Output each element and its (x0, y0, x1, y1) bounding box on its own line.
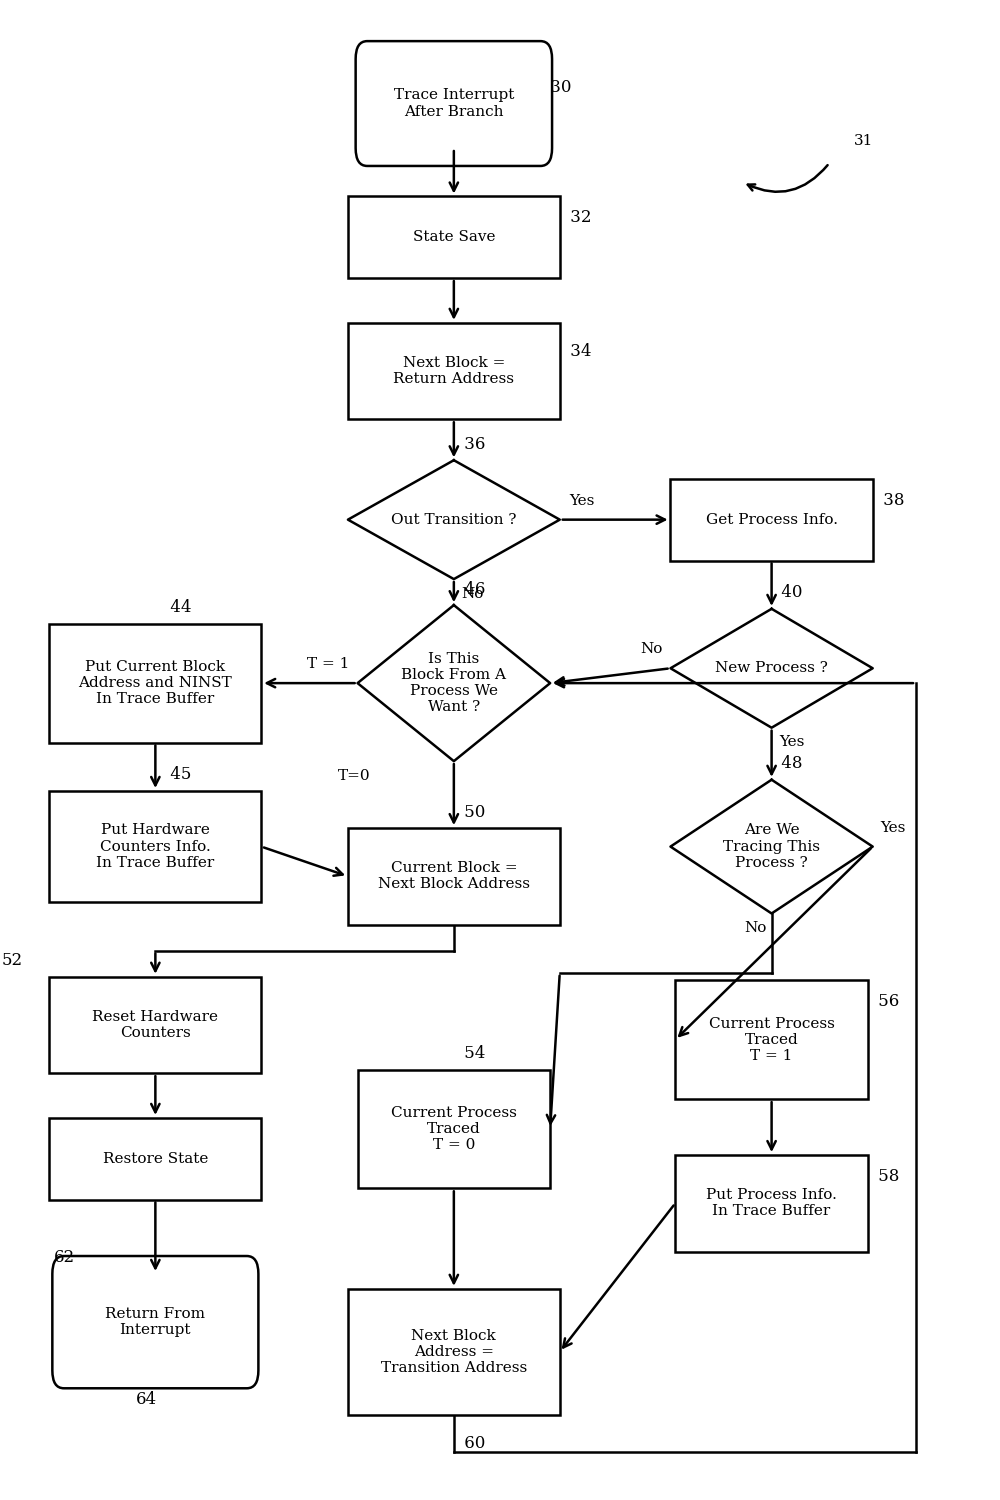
Text: Are We
Tracing This
Process ?: Are We Tracing This Process ? (723, 824, 820, 870)
Text: Put Process Info.
In Trace Buffer: Put Process Info. In Trace Buffer (706, 1188, 837, 1218)
Bar (348, 322, 560, 420)
Text: New Process ?: New Process ? (715, 662, 828, 675)
Text: Next Block
Address =
Transition Address: Next Block Address = Transition Address (381, 1329, 527, 1376)
Text: Return From
Interrupt: Return From Interrupt (105, 1306, 205, 1338)
Text: Put Current Block
Address and NINST
In Trace Buffer: Put Current Block Address and NINST In T… (78, 660, 232, 706)
Text: 50: 50 (459, 804, 485, 820)
Polygon shape (358, 604, 550, 760)
Text: 30: 30 (545, 80, 572, 96)
Text: No: No (462, 586, 484, 600)
Text: Yes: Yes (880, 821, 906, 834)
Text: 54: 54 (459, 1046, 485, 1062)
Text: T = 1: T = 1 (307, 657, 350, 670)
Text: 32: 32 (565, 209, 591, 226)
Text: Out Transition ?: Out Transition ? (391, 513, 517, 526)
Text: Current Process
Traced
T = 0: Current Process Traced T = 0 (391, 1106, 517, 1152)
Text: Trace Interrupt
After Branch: Trace Interrupt After Branch (394, 88, 514, 118)
Text: Restore State: Restore State (103, 1152, 208, 1166)
Bar (358, 1070, 550, 1188)
Bar (49, 624, 261, 742)
FancyBboxPatch shape (356, 40, 552, 166)
Text: 52: 52 (1, 952, 22, 969)
Polygon shape (348, 460, 560, 579)
Text: No: No (744, 921, 767, 934)
Text: 45: 45 (165, 766, 191, 783)
Text: 46: 46 (459, 580, 485, 597)
Text: 48: 48 (776, 756, 803, 772)
Bar (348, 828, 560, 924)
Text: Yes: Yes (569, 494, 595, 508)
Text: No: No (640, 642, 663, 657)
Text: 62: 62 (54, 1250, 75, 1266)
Text: Get Process Info.: Get Process Info. (706, 513, 838, 526)
Text: 44: 44 (165, 598, 191, 616)
Text: State Save: State Save (413, 231, 495, 244)
Text: 34: 34 (565, 344, 591, 360)
Text: Current Block =
Next Block Address: Current Block = Next Block Address (378, 861, 530, 891)
Text: 31: 31 (853, 134, 873, 148)
Bar (675, 981, 868, 1100)
Text: 38: 38 (878, 492, 904, 508)
Bar (49, 976, 261, 1072)
Text: T=0: T=0 (338, 768, 371, 783)
Text: 60: 60 (459, 1436, 485, 1452)
Text: Next Block =
Return Address: Next Block = Return Address (393, 356, 514, 386)
Bar (348, 196, 560, 278)
Text: Yes: Yes (779, 735, 805, 748)
Text: Is This
Block From A
Process We
Want ?: Is This Block From A Process We Want ? (401, 652, 506, 714)
Polygon shape (670, 609, 873, 728)
Text: 56: 56 (873, 993, 899, 1010)
Bar (670, 478, 873, 561)
Polygon shape (670, 780, 873, 914)
FancyArrowPatch shape (748, 165, 828, 192)
Text: 36: 36 (459, 436, 485, 453)
Text: 40: 40 (776, 585, 803, 602)
Text: 58: 58 (873, 1167, 899, 1185)
Bar (675, 1155, 868, 1251)
Text: Current Process
Traced
T = 1: Current Process Traced T = 1 (709, 1017, 835, 1064)
Bar (49, 1118, 261, 1200)
Text: Put Hardware
Counters Info.
In Trace Buffer: Put Hardware Counters Info. In Trace Buf… (96, 824, 214, 870)
Text: 64: 64 (136, 1390, 157, 1407)
Text: Reset Hardware
Counters: Reset Hardware Counters (92, 1010, 218, 1040)
Bar (49, 790, 261, 903)
FancyBboxPatch shape (52, 1256, 258, 1389)
Bar (348, 1288, 560, 1414)
